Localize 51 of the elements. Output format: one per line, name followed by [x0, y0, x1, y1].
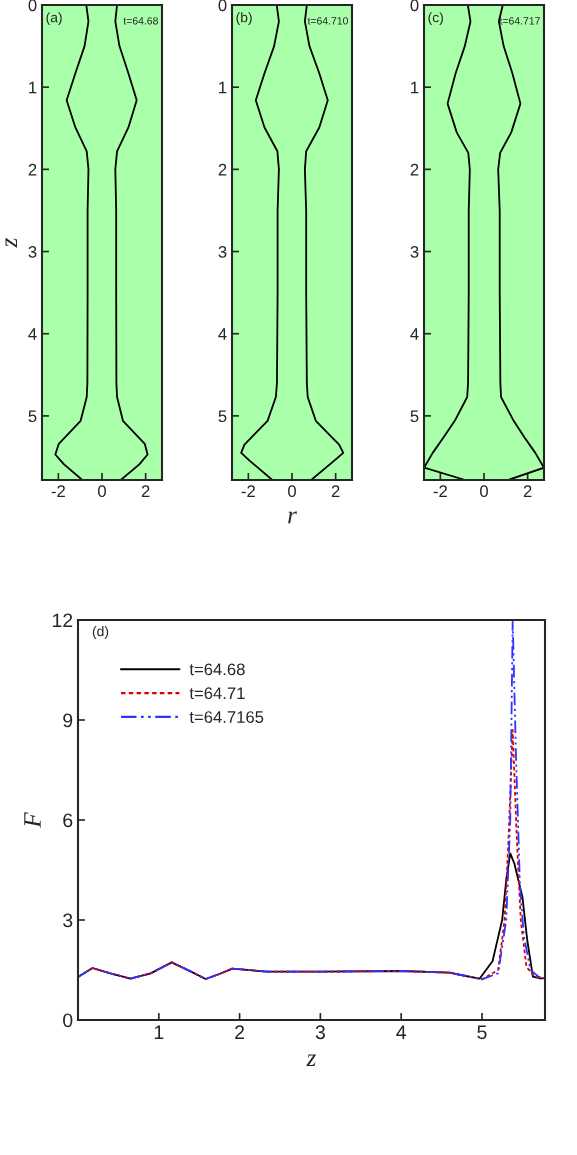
y-tick-label: 1: [29, 81, 37, 94]
y-axis-title: F: [24, 812, 41, 828]
x-tick-label: 2: [523, 485, 532, 497]
y-tick-label: 2: [218, 163, 227, 176]
y-tick-label: 5: [410, 410, 419, 423]
y-tick-label: 12: [53, 613, 73, 628]
x-tick-label: 1: [154, 1025, 164, 1039]
y-tick-label: 9: [63, 713, 73, 728]
y-tick-label: 5: [218, 410, 227, 423]
y-tick-label: 2: [28, 163, 37, 176]
y-tick-label: 6: [63, 813, 73, 828]
y-tick-label: 4: [410, 328, 419, 340]
x-tick-label: -2: [433, 485, 447, 497]
annotation: (d): [92, 626, 109, 639]
y-tick-label: 1: [411, 81, 419, 94]
x-tick-label: 0: [98, 485, 106, 498]
y-tick-label: 3: [28, 245, 37, 258]
x-tick-label: 0: [480, 485, 488, 498]
x-tick-label: 2: [235, 1025, 245, 1039]
annotation: t=64.710: [307, 17, 348, 25]
x-tick-label: -2: [241, 485, 255, 497]
annotation: (a): [46, 12, 62, 26]
y-tick-label: 4: [28, 328, 37, 340]
x-tick-label: 2: [331, 485, 340, 497]
y-tick-label: 1: [219, 81, 227, 94]
y-tick-label: 0: [218, 0, 227, 12]
annotation: (b): [236, 12, 252, 26]
x-axis-title: z: [306, 1054, 317, 1066]
annotation: (c): [428, 12, 443, 26]
y-tick-label: 3: [218, 245, 227, 258]
y-tick-label: 0: [28, 0, 37, 12]
annotation: t=64.68: [123, 17, 158, 25]
x-tick-label: 3: [315, 1025, 325, 1040]
y-tick-label: 2: [410, 163, 419, 176]
y-tick-label: 4: [218, 328, 227, 340]
annotation: t=64.717: [499, 17, 540, 25]
x-tick-label: 2: [141, 485, 150, 497]
legend-label: t=64.68: [189, 663, 245, 676]
x-axis-title: r: [288, 511, 297, 524]
y-axis-title: z: [5, 237, 17, 248]
y-tick-label: 5: [28, 410, 37, 423]
x-tick-label: 4: [396, 1025, 407, 1039]
x-tick-label: -2: [51, 485, 65, 497]
y-tick-label: 0: [63, 1013, 73, 1028]
legend-label: t=64.71: [189, 687, 245, 700]
y-tick-label: 0: [410, 0, 419, 12]
y-tick-label: 3: [410, 245, 419, 258]
x-tick-label: 5: [477, 1025, 487, 1040]
legend-label: t=64.7165: [189, 711, 264, 723]
y-tick-label: 3: [63, 913, 73, 928]
x-tick-label: 0: [288, 485, 296, 498]
